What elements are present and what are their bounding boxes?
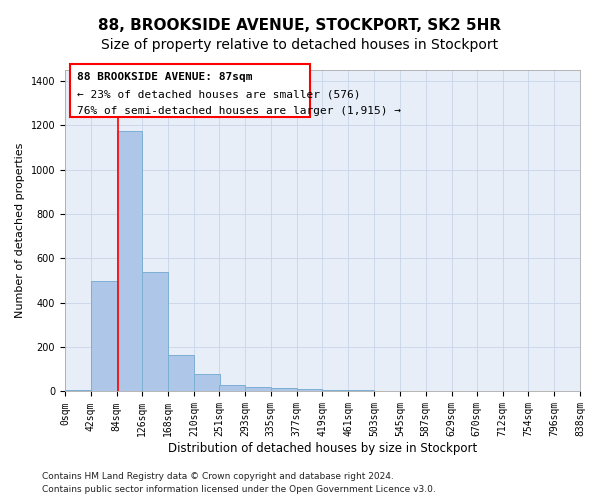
- Bar: [245, 386, 271, 392]
- Bar: [91, 280, 116, 392]
- Bar: [142, 272, 168, 392]
- Bar: [271, 388, 296, 392]
- Bar: [374, 391, 400, 392]
- Bar: [348, 390, 374, 392]
- Y-axis label: Number of detached properties: Number of detached properties: [15, 143, 25, 318]
- Text: Contains HM Land Registry data © Crown copyright and database right 2024.: Contains HM Land Registry data © Crown c…: [42, 472, 394, 481]
- Bar: [65, 390, 91, 392]
- Bar: [322, 390, 348, 392]
- Text: 76% of semi-detached houses are larger (1,915) →: 76% of semi-detached houses are larger (…: [77, 106, 401, 116]
- Bar: [168, 355, 194, 392]
- Bar: [116, 131, 142, 392]
- Text: 88, BROOKSIDE AVENUE, STOCKPORT, SK2 5HR: 88, BROOKSIDE AVENUE, STOCKPORT, SK2 5HR: [98, 18, 502, 32]
- Bar: [219, 386, 245, 392]
- Text: Size of property relative to detached houses in Stockport: Size of property relative to detached ho…: [101, 38, 499, 52]
- Bar: [194, 374, 220, 392]
- Text: ← 23% of detached houses are smaller (576): ← 23% of detached houses are smaller (57…: [77, 89, 361, 99]
- Text: 88 BROOKSIDE AVENUE: 87sqm: 88 BROOKSIDE AVENUE: 87sqm: [77, 72, 253, 82]
- Text: Contains public sector information licensed under the Open Government Licence v3: Contains public sector information licen…: [42, 485, 436, 494]
- X-axis label: Distribution of detached houses by size in Stockport: Distribution of detached houses by size …: [168, 442, 477, 455]
- Bar: [296, 390, 322, 392]
